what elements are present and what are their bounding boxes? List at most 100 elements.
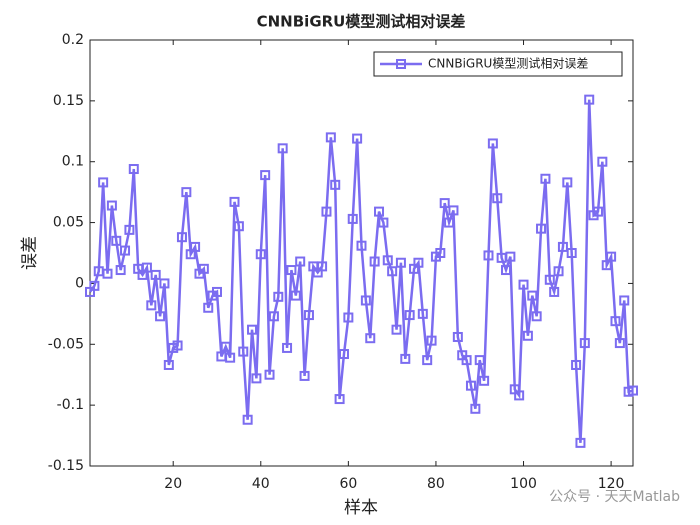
marker — [190, 241, 201, 252]
marker — [141, 262, 152, 273]
marker — [343, 312, 354, 323]
marker — [544, 274, 555, 285]
x-tick-label: 100 — [510, 476, 537, 492]
legend-label: CNNBiGRU模型测试相对误差 — [428, 56, 588, 71]
marker — [531, 311, 542, 322]
y-tick-label: 0.1 — [62, 154, 84, 170]
marker — [330, 179, 341, 190]
marker — [483, 250, 494, 261]
marker — [479, 375, 490, 386]
marker — [575, 437, 586, 448]
x-tick-label: 120 — [598, 476, 625, 492]
marker — [492, 193, 503, 204]
marker — [448, 205, 459, 216]
marker — [251, 373, 262, 384]
marker — [115, 265, 126, 276]
marker — [198, 263, 209, 274]
x-tick-label: 20 — [164, 476, 182, 492]
line — [88, 99, 634, 443]
marker — [597, 156, 608, 167]
marker — [592, 206, 603, 217]
marker — [163, 359, 174, 370]
marker — [382, 255, 393, 266]
marker — [356, 240, 367, 251]
marker — [124, 224, 135, 235]
marker — [553, 266, 564, 277]
y-tick-label: 0.2 — [62, 32, 84, 48]
marker — [352, 133, 363, 144]
marker — [242, 414, 253, 425]
marker — [501, 265, 512, 276]
marker — [422, 355, 433, 366]
marker — [374, 206, 385, 217]
y-tick-label: -0.05 — [48, 336, 84, 352]
chart-title: CNNBiGRU模型测试相对误差 — [257, 13, 466, 31]
marker — [444, 217, 455, 228]
marker — [439, 198, 450, 209]
marker — [268, 311, 279, 322]
marker — [128, 164, 139, 175]
marker — [286, 265, 297, 276]
x-tick-label: 60 — [339, 476, 357, 492]
marker — [426, 335, 437, 346]
marker — [347, 213, 358, 224]
marker — [404, 310, 415, 321]
marker — [273, 291, 284, 302]
marker — [181, 187, 192, 198]
marker — [562, 177, 573, 188]
marker — [413, 257, 424, 268]
marker — [233, 221, 244, 232]
marker — [334, 394, 345, 405]
y-tick-label: -0.1 — [57, 397, 84, 413]
marker — [417, 308, 428, 319]
y-tick-label: 0.05 — [53, 215, 84, 231]
marker — [518, 279, 529, 290]
marker — [111, 235, 122, 246]
marker — [378, 217, 389, 228]
marker — [295, 256, 306, 267]
marker — [150, 269, 161, 280]
marker — [203, 302, 214, 313]
marker — [260, 170, 271, 181]
marker — [470, 403, 481, 414]
marker — [255, 249, 266, 260]
marker — [247, 324, 258, 335]
marker — [505, 251, 516, 262]
marker — [514, 390, 525, 401]
marker — [360, 295, 371, 306]
marker — [299, 370, 310, 381]
marker — [176, 232, 187, 243]
marker — [317, 261, 328, 272]
marker — [172, 340, 183, 351]
marker — [387, 266, 398, 277]
marker — [610, 316, 621, 327]
marker — [527, 290, 538, 301]
legend-marker — [396, 59, 406, 69]
marker — [102, 268, 113, 279]
marker — [211, 286, 222, 297]
marker — [238, 346, 249, 357]
marker — [220, 341, 231, 352]
marker — [106, 200, 117, 211]
x-tick-label: 40 — [252, 476, 270, 492]
marker — [225, 352, 236, 363]
marker — [400, 353, 411, 364]
marker — [628, 385, 638, 396]
watermark: 公众号 · 天天Matlab — [549, 489, 680, 505]
marker — [290, 290, 301, 301]
marker — [338, 349, 349, 360]
marker — [435, 248, 446, 258]
marker — [159, 278, 170, 289]
y-tick-label: -0.15 — [48, 458, 84, 474]
marker — [395, 257, 406, 268]
marker — [557, 241, 568, 252]
marker — [229, 196, 240, 207]
marker — [461, 355, 472, 366]
marker — [89, 280, 100, 291]
marker — [98, 177, 109, 188]
x-axis-label: 样本 — [344, 498, 378, 518]
marker — [474, 355, 485, 366]
marker — [549, 286, 560, 297]
marker — [619, 295, 630, 306]
